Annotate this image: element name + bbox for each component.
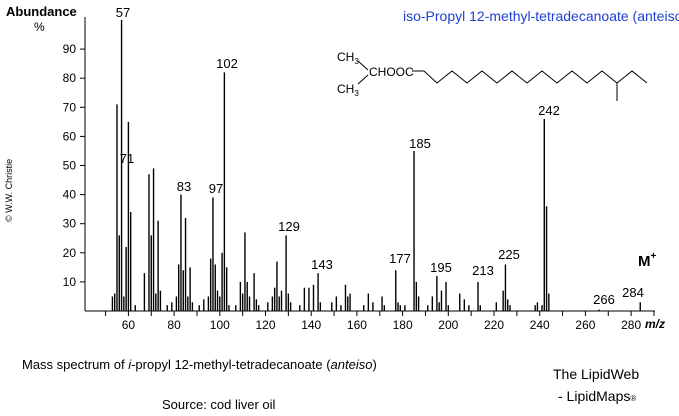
y-tick-label: 30	[63, 217, 77, 231]
peak-label: 83	[177, 179, 191, 194]
x-tick-label: 60	[122, 318, 136, 332]
x-tick-label: 280	[621, 318, 641, 332]
peak-label: 57	[116, 5, 130, 20]
x-tick-label: 260	[575, 318, 595, 332]
structure-chain	[412, 70, 648, 84]
y-tick-label: 20	[63, 246, 77, 260]
y-tick-label: 70	[63, 100, 77, 114]
x-tick-label: 220	[484, 318, 504, 332]
y-axis-unit: %	[34, 20, 45, 34]
y-axis-title: Abundance	[6, 4, 77, 19]
peak-label: 242	[538, 103, 560, 118]
structure-diagram: CH3 CHOOC CH3	[337, 50, 648, 101]
molecular-ion-label: M+	[638, 251, 657, 270]
x-tick-label: 140	[301, 318, 321, 332]
y-tick-label: 10	[63, 275, 77, 289]
structure-ester-group: CHOOC	[369, 65, 414, 79]
peak-label: 177	[389, 251, 411, 266]
brand-lipidweb: The LipidWeb	[553, 366, 640, 382]
peak-label: 284	[622, 285, 644, 300]
x-tick-label: 120	[255, 318, 275, 332]
peak-label: 225	[498, 247, 520, 262]
x-tick-label: 240	[530, 318, 550, 332]
figure-caption: Mass spectrum of i-propyl 12-methyl-tetr…	[22, 357, 377, 372]
peak-label: 143	[311, 257, 333, 272]
y-tick-label: 60	[63, 129, 77, 143]
chart-title: iso-Propyl 12-methyl-tetradecanoate (ant…	[403, 8, 679, 24]
brand-lipidmaps: - LipidMaps®	[558, 388, 637, 404]
peak-label: 97	[209, 181, 223, 196]
peak-label: 71	[120, 151, 134, 166]
x-tick-label: 100	[210, 318, 230, 332]
structure-methyl-top: CH3	[337, 50, 359, 66]
x-tick-label: 160	[347, 318, 367, 332]
x-tick-label: 80	[167, 318, 181, 332]
peak-label: 266	[593, 292, 615, 307]
y-tick-label: 90	[63, 42, 77, 56]
copyright-note: © W.W. Christie	[4, 158, 14, 222]
structure-methyl-bottom: CH3	[337, 82, 359, 98]
y-tick-label: 50	[63, 159, 77, 173]
y-tick-label: 40	[63, 188, 77, 202]
peak-label: 195	[430, 260, 452, 275]
peak-label: 102	[216, 56, 238, 71]
peak-label: 129	[278, 219, 300, 234]
y-tick-label: 80	[63, 71, 77, 85]
x-tick-label: 180	[393, 318, 413, 332]
peak-label: 213	[472, 263, 494, 278]
x-tick-label: 200	[438, 318, 458, 332]
x-axis-label: m/z	[645, 317, 665, 331]
peak-label: 185	[409, 136, 431, 151]
source-note: Source: cod liver oil	[162, 397, 276, 412]
